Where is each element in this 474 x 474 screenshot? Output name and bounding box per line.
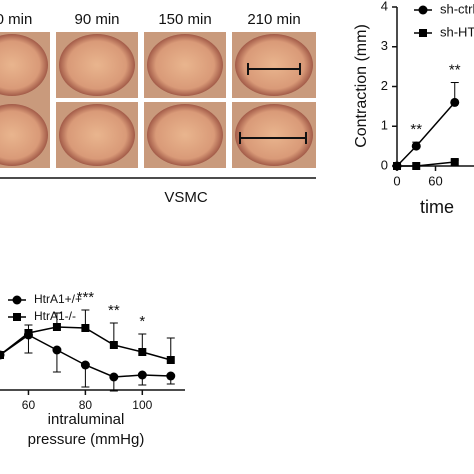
marker	[52, 323, 61, 331]
series-line	[396, 101, 456, 167]
y-tick-label: 3	[381, 38, 388, 53]
legend-marker	[418, 5, 428, 15]
marker	[137, 370, 147, 380]
legend-label: sh-ctrl	[440, 1, 474, 16]
marker	[450, 158, 459, 167]
marker	[450, 97, 460, 107]
well	[235, 104, 313, 166]
x-axis-label: pressure (mmHg)	[28, 431, 145, 448]
well	[59, 104, 135, 166]
marker	[166, 371, 176, 381]
significance: ***	[77, 289, 95, 306]
time-label: 210 min	[247, 11, 300, 28]
marker	[109, 341, 118, 349]
y-axis-label: Contraction (mm)	[353, 24, 370, 148]
cell-label: VSMC	[164, 189, 208, 206]
significance: **	[410, 121, 422, 138]
marker	[52, 345, 62, 355]
marker	[109, 372, 119, 382]
x-axis-label: time	[420, 197, 454, 217]
image-panel: 0 min 90 min 150 min 210 min VSMC	[0, 11, 316, 206]
marker	[80, 360, 90, 370]
marker	[138, 348, 147, 356]
x-tick-label: 0	[393, 173, 400, 188]
scale-bars	[239, 63, 307, 144]
marker	[24, 329, 33, 337]
marker	[412, 162, 421, 170]
marker	[166, 356, 175, 364]
y-tick-label: 2	[381, 78, 388, 93]
legend-marker	[13, 313, 21, 321]
time-label: 90 min	[74, 11, 119, 28]
time-label: 150 min	[158, 11, 211, 28]
significance: **	[449, 61, 461, 78]
x-tick-label: 100	[132, 398, 152, 412]
legend-marker	[12, 295, 22, 305]
y-tick-label: 0	[381, 157, 388, 172]
legend-label: sh-HTRA1	[440, 24, 474, 39]
well	[147, 104, 223, 166]
well	[0, 34, 48, 96]
x-tick-label: 60	[428, 173, 442, 188]
legend-label: HtrA1-/-	[34, 309, 76, 323]
x-tick-label: 80	[79, 398, 93, 412]
marker	[393, 162, 401, 170]
marker	[81, 324, 90, 332]
significance: *	[139, 313, 145, 330]
legend-marker	[419, 29, 427, 37]
well	[59, 34, 135, 96]
marker	[0, 351, 4, 359]
well	[235, 34, 313, 96]
y-tick-label: 1	[381, 118, 388, 133]
x-axis-label: intraluminal	[48, 411, 125, 428]
legend-label: HtrA1+/+	[34, 292, 82, 306]
y-tick-label: 4	[381, 0, 388, 13]
time-label: 0 min	[0, 11, 32, 28]
well	[0, 104, 48, 166]
marker	[411, 141, 421, 151]
x-tick-label: 60	[22, 398, 36, 412]
well	[147, 34, 223, 96]
significance: **	[108, 302, 120, 319]
